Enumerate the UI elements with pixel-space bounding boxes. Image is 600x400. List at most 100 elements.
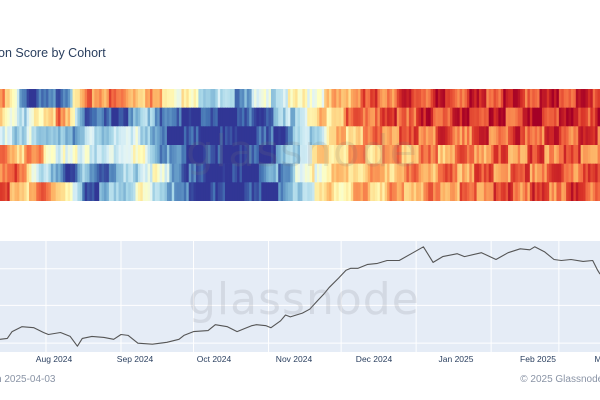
heatmap-cell (188, 145, 192, 164)
heatmap-cell (341, 182, 345, 201)
heatmap-cell (292, 163, 296, 183)
heatmap-cell (515, 107, 519, 127)
heatmap-cell (191, 89, 195, 108)
heatmap-cell (464, 163, 468, 183)
heatmap-cell (348, 89, 352, 108)
heatmap-cell (191, 107, 195, 127)
heatmap-cell (254, 182, 258, 201)
heatmap-cell (193, 145, 197, 164)
heatmap-cell (283, 145, 287, 164)
heatmap-cell (162, 163, 166, 183)
heatmap-cell (287, 89, 291, 108)
heatmap-cell (222, 126, 226, 146)
heatmap-cell (595, 89, 599, 108)
heatmap-cell (159, 163, 163, 183)
heatmap-cell (575, 182, 579, 201)
heatmap-cell (140, 163, 144, 183)
heatmap-cell (578, 182, 582, 201)
heatmap-cell (290, 163, 294, 183)
heatmap-cell (537, 126, 541, 146)
heatmap-cell (251, 145, 255, 164)
heatmap-cell (280, 145, 284, 164)
heatmap-cell (21, 89, 25, 108)
heatmap-cell (50, 126, 54, 146)
heatmap-cell (4, 126, 8, 146)
heatmap-cell (331, 163, 335, 183)
heatmap-cell (191, 163, 195, 183)
heatmap-cell (123, 145, 127, 164)
heatmap-cell (498, 89, 502, 108)
heatmap-cell (118, 89, 122, 108)
heatmap-cell (411, 107, 415, 127)
heatmap-cell (329, 145, 333, 164)
heatmap-cell (258, 89, 262, 108)
heatmap-cell (367, 163, 371, 183)
heatmap-cell (464, 126, 468, 146)
heatmap-cell (104, 145, 108, 164)
heatmap-cell (428, 163, 432, 183)
heatmap-cell (7, 107, 11, 127)
heatmap-cell (452, 107, 456, 127)
heatmap-cell (133, 145, 137, 164)
heatmap-cell (137, 182, 141, 201)
heatmap-cell (215, 89, 219, 108)
heatmap-cell (285, 163, 289, 183)
heatmap-cell (423, 126, 427, 146)
heatmap-cell (7, 126, 11, 146)
heatmap-cell (280, 89, 284, 108)
heatmap-cell (111, 126, 115, 146)
heatmap-cell (350, 126, 354, 146)
heatmap-cell (96, 126, 100, 146)
heatmap-cell (377, 182, 381, 201)
heatmap-cell (391, 89, 395, 108)
heatmap-cell (329, 126, 333, 146)
heatmap-cell (578, 89, 582, 108)
heatmap-cell (491, 89, 495, 108)
heatmap-cell (16, 107, 20, 127)
heatmap-cell (212, 89, 216, 108)
heatmap-cell (125, 145, 129, 164)
heatmap-cell (375, 145, 379, 164)
heatmap-cell (137, 145, 141, 164)
heatmap-cell (21, 163, 25, 183)
footer-date: n 2025-04-03 (0, 374, 56, 385)
heatmap-cell (232, 163, 236, 183)
heatmap-cell (266, 107, 270, 127)
heatmap-cell (91, 182, 95, 201)
heatmap-cell (292, 182, 296, 201)
heatmap-cell (84, 145, 88, 164)
heatmap-cell (563, 163, 567, 183)
heatmap-cell (413, 145, 417, 164)
heatmap-cell (72, 126, 76, 146)
heatmap-cell (384, 107, 388, 127)
heatmap-cell (263, 163, 267, 183)
heatmap-cell (595, 145, 599, 164)
heatmap-cell (370, 163, 374, 183)
heatmap-cell (474, 107, 478, 127)
heatmap-cell (580, 107, 584, 127)
heatmap-cell (481, 126, 485, 146)
heatmap-cell (295, 182, 299, 201)
heatmap-cell (573, 107, 577, 127)
heatmap-cell (476, 107, 480, 127)
heatmap-cell (459, 182, 463, 201)
heatmap-cell (14, 89, 18, 108)
heatmap-cell (41, 182, 45, 201)
heatmap-cell (16, 163, 20, 183)
heatmap-cell (48, 126, 52, 146)
heatmap-cell (227, 182, 231, 201)
heatmap-cell (522, 163, 526, 183)
heatmap-cell (573, 182, 577, 201)
heatmap-cell (140, 145, 144, 164)
heatmap-cell (389, 89, 393, 108)
heatmap-cell (324, 163, 328, 183)
heatmap-cell (297, 163, 301, 183)
heatmap-cell (343, 126, 347, 146)
heatmap-cell (505, 89, 509, 108)
price-series-line (0, 246, 600, 347)
heatmap-cell (45, 145, 49, 164)
heatmap-cell (297, 126, 301, 146)
heatmap-cell (285, 107, 289, 127)
heatmap-cell (341, 89, 345, 108)
heatmap-cell (157, 126, 161, 146)
